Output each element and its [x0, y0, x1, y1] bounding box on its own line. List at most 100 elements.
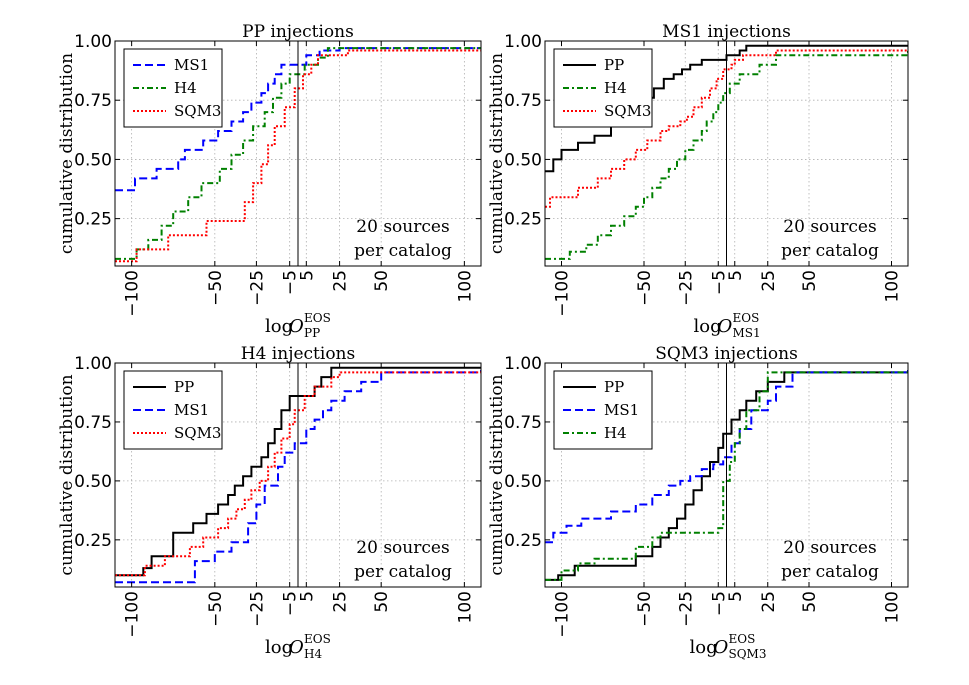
x-tick-label: −100: [553, 591, 573, 638]
x-tick-label: 5: [726, 270, 746, 281]
legend-label-h4: H4: [174, 79, 197, 97]
legend-label-h4: H4: [604, 79, 627, 97]
y-tick-label: 0.50: [504, 150, 542, 170]
y-axis-label: cumulative distribution: [57, 374, 77, 575]
x-tick-label: −50: [635, 270, 655, 306]
y-axis-label: cumulative distribution: [487, 374, 507, 575]
x-tick-label: −50: [206, 591, 226, 627]
x-tick-label: −100: [123, 270, 143, 317]
legend: PP MS1 H4: [553, 370, 653, 450]
legend-label-sqm3: SQM3: [174, 424, 221, 442]
legend-label-sqm3: SQM3: [174, 102, 221, 120]
annotation-line-2: per catalog: [354, 562, 452, 582]
chart-panel-1: −100 −50 −25 −55 25 50 100 0.25 0.50 0.75 1.00 PP i…: [57, 22, 482, 340]
x-label-log: log: [694, 316, 722, 337]
x-label-subscript: PP: [304, 326, 320, 340]
x-tick-label: 50: [372, 591, 392, 613]
y-tick-label: 0.75: [74, 91, 112, 111]
x-tick-label: −5: [709, 270, 729, 295]
chart-title: PP injections: [242, 22, 354, 42]
x-label-subscript: MS1: [733, 326, 761, 340]
series-line-h4: [115, 47, 481, 260]
x-tick-label: 100: [455, 591, 475, 623]
x-tick-label: 5: [726, 591, 746, 602]
y-axis-label: cumulative distribution: [57, 53, 77, 254]
annotation-line-1: 20 sources: [783, 217, 876, 237]
x-label-symbol: O: [718, 316, 733, 337]
annotation-line-1: 20 sources: [356, 217, 449, 237]
annotation-line-1: 20 sources: [783, 538, 876, 558]
x-label-log: log: [690, 637, 718, 658]
y-tick-label: 0.75: [504, 91, 542, 111]
annotation-line-2: per catalog: [354, 241, 452, 261]
x-tick-label: −50: [206, 270, 226, 306]
x-tick-label: 100: [455, 270, 475, 302]
x-label-subscript: SQM3: [729, 647, 767, 661]
series-line-ms1: [115, 370, 481, 584]
plot-frame: [114, 40, 482, 267]
legend-label-pp: PP: [174, 378, 194, 396]
x-tick-label: −25: [676, 591, 696, 627]
x-tick-label: 5: [297, 591, 317, 602]
x-tick-label: −25: [676, 270, 696, 306]
x-tick-label: 100: [883, 591, 903, 623]
chart-title: H4 injections: [241, 344, 355, 364]
chart-panel-3: −100 −50 −25 −55 25 50 100 0.25 0.50 0.75 1.00 H4 i…: [57, 344, 482, 661]
chart-title: MS1 injections: [662, 22, 791, 42]
x-label-superscript: EOS: [304, 632, 331, 646]
legend-box: [123, 48, 223, 128]
series-line-sqm3: [115, 370, 481, 577]
series-line-sqm3: [115, 49, 481, 263]
x-tick-label: 25: [759, 270, 779, 292]
x-tick-label: −5: [281, 591, 301, 616]
y-tick-label: 1.00: [74, 354, 112, 374]
x-tick-label: −100: [123, 591, 143, 638]
x-tick-label: 50: [800, 270, 820, 292]
legend-label-pp: PP: [604, 56, 624, 74]
plot-frame: [114, 362, 482, 588]
x-tick-label: 25: [331, 270, 351, 292]
legend: PP H4 SQM3: [553, 48, 653, 128]
x-tick-label: 25: [331, 591, 351, 613]
series-line-ms1: [115, 47, 481, 192]
legend-label-pp: PP: [604, 378, 624, 396]
x-tick-label: −25: [247, 591, 267, 627]
x-label-log: log: [265, 637, 293, 658]
y-tick-label: 0.25: [504, 210, 542, 230]
series-line-ms1: [545, 370, 908, 544]
x-label-symbol: O: [289, 637, 304, 658]
series-line-sqm3: [545, 49, 908, 208]
y-tick-label: 1.00: [504, 354, 542, 374]
x-label-superscript: EOS: [733, 311, 760, 325]
annotation-line-2: per catalog: [781, 241, 879, 261]
y-tick-label: 0.25: [74, 210, 112, 230]
x-label-symbol: O: [289, 316, 304, 337]
x-tick-label: 25: [759, 591, 779, 613]
x-label-symbol: O: [714, 637, 729, 658]
plot-frame: [544, 362, 909, 588]
plot-frame: [544, 40, 909, 267]
y-tick-label: 1.00: [74, 32, 112, 52]
x-tick-label: −50: [635, 591, 655, 627]
legend-label-h4: H4: [604, 424, 627, 442]
chart-panel-4: −100 −50 −25 −55 25 50 100 0.25 0.50 0.75 1.00 SQM3…: [487, 344, 909, 661]
x-tick-label: 5: [297, 270, 317, 281]
legend-label-ms1: MS1: [604, 401, 639, 419]
x-tick-label: −5: [281, 270, 301, 295]
x-tick-label: −5: [709, 591, 729, 616]
annotation-line-2: per catalog: [781, 562, 879, 582]
series-line-h4: [545, 48, 908, 260]
series-line-h4: [545, 370, 908, 581]
y-axis-label: cumulative distribution: [487, 53, 507, 254]
x-tick-label: 50: [372, 270, 392, 292]
legend: PP MS1 SQM3: [123, 370, 223, 450]
x-label-subscript: H4: [304, 647, 322, 661]
chart-title: SQM3 injections: [655, 344, 798, 364]
x-tick-label: −25: [247, 270, 267, 306]
y-tick-label: 0.50: [504, 472, 542, 492]
